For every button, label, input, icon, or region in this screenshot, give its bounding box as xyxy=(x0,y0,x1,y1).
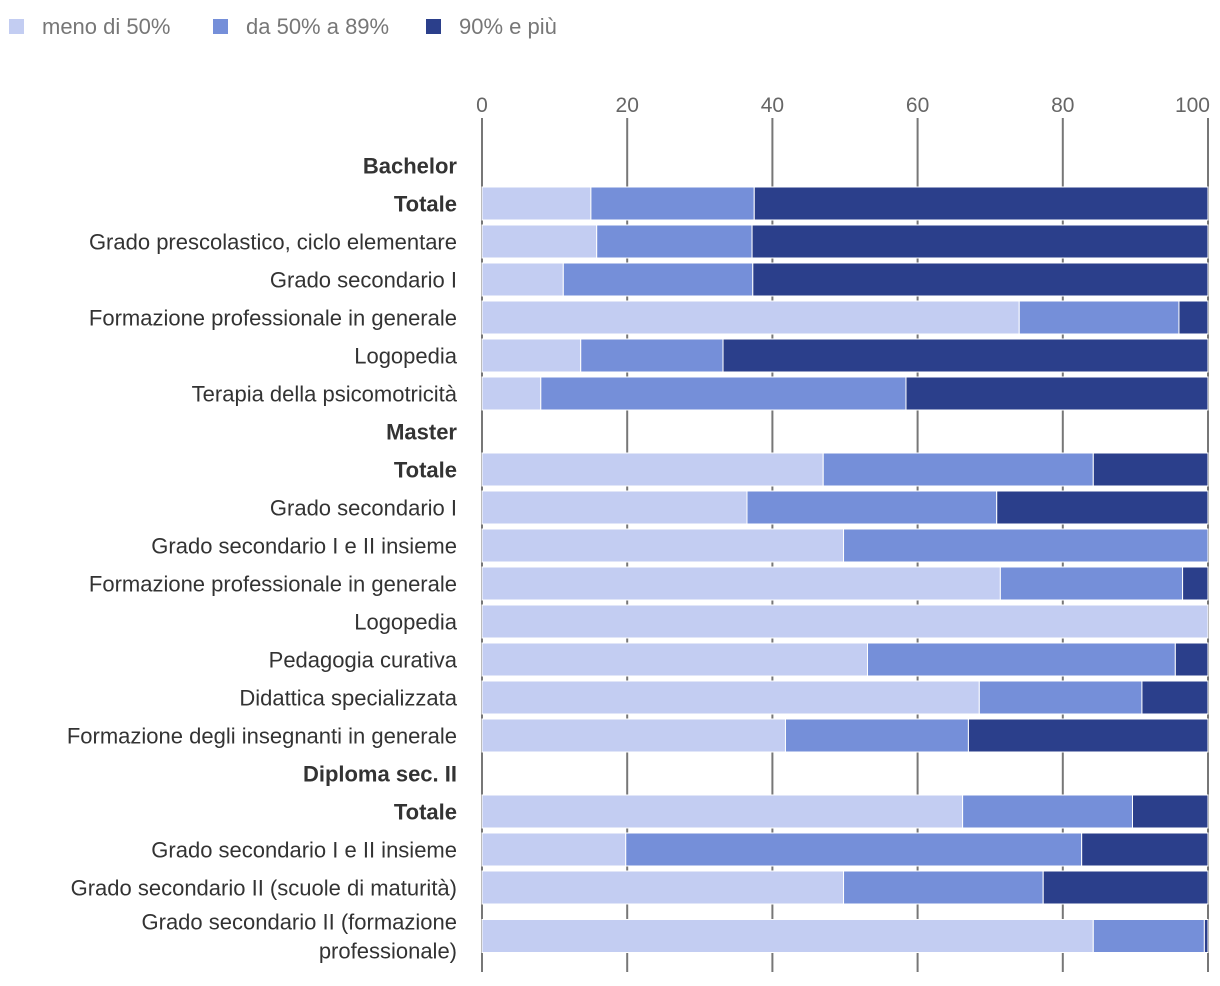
bar-row-9-series-0 xyxy=(481,490,748,525)
category-label-13: Pedagogia curativa xyxy=(269,648,458,673)
bar-row-1-series-1 xyxy=(590,186,755,221)
bar-row-19-series-0 xyxy=(481,870,845,905)
bar-row-10-series-1 xyxy=(843,528,1209,563)
category-label-10: Grado secondario I e II insieme xyxy=(151,534,457,559)
category-label-18: Grado secondario I e II insieme xyxy=(151,838,457,863)
bar-row-5-series-0 xyxy=(481,338,582,373)
tick-label-20: 20 xyxy=(616,94,639,117)
bar-row-6-series-0 xyxy=(481,376,542,411)
category-label-11: Formazione professionale in generale xyxy=(89,572,457,597)
category-label-15: Formazione degli insegnanti in generale xyxy=(67,724,457,749)
bar-row-11-series-0 xyxy=(481,566,1001,601)
legend-swatch-1 xyxy=(213,19,228,34)
bar-row-11-series-2 xyxy=(1182,566,1209,601)
legend-swatch-2 xyxy=(426,19,441,34)
category-label-4: Formazione professionale in generale xyxy=(89,306,457,331)
tick-label-40: 40 xyxy=(761,94,784,117)
tick-label-80: 80 xyxy=(1051,94,1074,117)
bar-row-2-series-1 xyxy=(596,224,753,259)
category-label-8: Totale xyxy=(394,458,457,483)
bar-row-12-series-0 xyxy=(481,604,1209,639)
bar-row-4-series-1 xyxy=(1018,300,1180,335)
legend-label-2: 90% e più xyxy=(459,14,557,39)
bar-row-6-series-2 xyxy=(905,376,1209,411)
bar-row-20-series-1 xyxy=(1092,919,1205,953)
bar-row-17-series-1 xyxy=(962,794,1133,829)
legend-swatch-0 xyxy=(9,19,24,34)
category-label-2: Grado prescolastico, ciclo elementare xyxy=(89,230,457,255)
category-label-17: Totale xyxy=(394,800,457,825)
bar-row-13-series-2 xyxy=(1174,642,1209,677)
bar-row-4-series-0 xyxy=(481,300,1020,335)
tick-label-60: 60 xyxy=(906,94,929,117)
group-header-7: Master xyxy=(386,420,457,445)
bar-row-2-series-0 xyxy=(481,224,598,259)
category-label-14: Didattica specializzata xyxy=(239,686,457,711)
bar-row-5-series-1 xyxy=(580,338,724,373)
bar-row-9-series-2 xyxy=(996,490,1209,525)
bar-row-3-series-2 xyxy=(752,262,1209,297)
bar-row-17-series-0 xyxy=(481,794,964,829)
bar-row-4-series-2 xyxy=(1178,300,1209,335)
tick-label-0: 0 xyxy=(476,94,488,117)
category-label-3: Grado secondario I xyxy=(270,268,457,293)
bar-row-8-series-1 xyxy=(822,452,1094,487)
bar-row-2-series-2 xyxy=(751,224,1209,259)
category-label-19: Grado secondario II (scuole di maturità) xyxy=(71,876,457,901)
bar-row-8-series-0 xyxy=(481,452,824,487)
legend-label-1: da 50% a 89% xyxy=(246,14,389,39)
category-label-1: Totale xyxy=(394,192,457,217)
category-label-20-line-1: professionale) xyxy=(319,939,457,964)
bar-row-18-series-0 xyxy=(481,832,627,867)
bar-row-18-series-2 xyxy=(1081,832,1209,867)
bar-row-18-series-1 xyxy=(625,832,1083,867)
bar-row-1-series-2 xyxy=(753,186,1209,221)
bars xyxy=(481,186,1209,953)
tick-label-100: 100 xyxy=(1175,94,1210,117)
x-axis-ticks: 0 20 40 60 80 100 xyxy=(476,94,1210,117)
bar-row-3-series-0 xyxy=(481,262,564,297)
bar-row-5-series-2 xyxy=(722,338,1209,373)
bar-row-14-series-0 xyxy=(481,680,980,715)
legend-label-0: meno di 50% xyxy=(42,14,170,39)
category-labels: Bachelor Totale Grado prescolastico, ciclo… xyxy=(67,154,458,964)
bar-row-15-series-1 xyxy=(784,718,969,753)
bar-row-8-series-2 xyxy=(1092,452,1209,487)
group-header-0: Bachelor xyxy=(363,154,458,179)
bar-row-11-series-1 xyxy=(999,566,1184,601)
category-label-5: Logopedia xyxy=(354,344,458,369)
legend: meno di 50% da 50% a 89% 90% e più xyxy=(9,14,557,39)
category-label-12: Logopedia xyxy=(354,610,458,635)
bar-row-10-series-0 xyxy=(481,528,845,563)
bar-row-20-series-0 xyxy=(481,919,1094,953)
bar-row-13-series-1 xyxy=(867,642,1176,677)
bar-row-17-series-2 xyxy=(1131,794,1209,829)
bar-row-15-series-2 xyxy=(967,718,1209,753)
bar-row-6-series-1 xyxy=(540,376,907,411)
bar-row-3-series-1 xyxy=(562,262,754,297)
bar-row-14-series-2 xyxy=(1141,680,1209,715)
bar-row-13-series-0 xyxy=(481,642,869,677)
bar-row-20-series-2 xyxy=(1203,919,1209,953)
group-header-16: Diploma sec. II xyxy=(303,762,457,787)
bar-row-14-series-1 xyxy=(978,680,1143,715)
bar-row-9-series-1 xyxy=(746,490,998,525)
category-label-20-line-0: Grado secondario II (formazione xyxy=(142,910,458,935)
bar-row-15-series-0 xyxy=(481,718,786,753)
category-label-6: Terapia della psicomotricità xyxy=(192,382,458,407)
bar-row-19-series-2 xyxy=(1042,870,1209,905)
bar-row-19-series-1 xyxy=(843,870,1044,905)
category-label-9: Grado secondario I xyxy=(270,496,457,521)
bar-row-1-series-0 xyxy=(481,186,592,221)
